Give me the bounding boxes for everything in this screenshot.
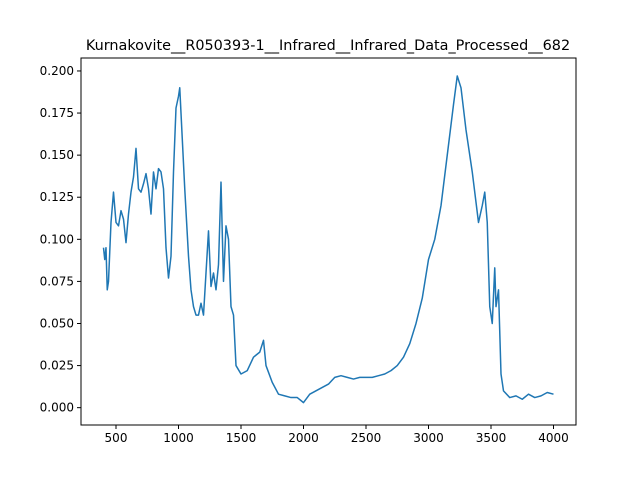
y-tick-label: 0.100 (40, 232, 74, 246)
y-tick-label: 0.075 (40, 274, 74, 288)
x-tick-label: 4000 (538, 431, 569, 445)
y-tick-label: 0.200 (40, 64, 74, 78)
x-tick-label: 1000 (163, 431, 194, 445)
chart-title: Kurnakovite__R050393-1__Infrared__Infrar… (86, 38, 570, 54)
data-line (102, 75, 554, 404)
x-tick-label: 3500 (476, 431, 507, 445)
x-tick-label: 3000 (413, 431, 444, 445)
y-tick-label: 0.050 (40, 316, 74, 330)
y-tick-label: 0.125 (40, 190, 74, 204)
x-tick-label: 2500 (351, 431, 382, 445)
y-tick-label: 0.025 (40, 359, 74, 373)
plot-frame (80, 57, 577, 426)
x-tick-label: 500 (105, 431, 128, 445)
y-tick-label: 0.175 (40, 106, 74, 120)
x-tick-label: 1500 (226, 431, 257, 445)
y-tick-label: 0.150 (40, 148, 74, 162)
y-tick-label: 0.000 (40, 401, 74, 415)
x-tick-label: 2000 (288, 431, 319, 445)
